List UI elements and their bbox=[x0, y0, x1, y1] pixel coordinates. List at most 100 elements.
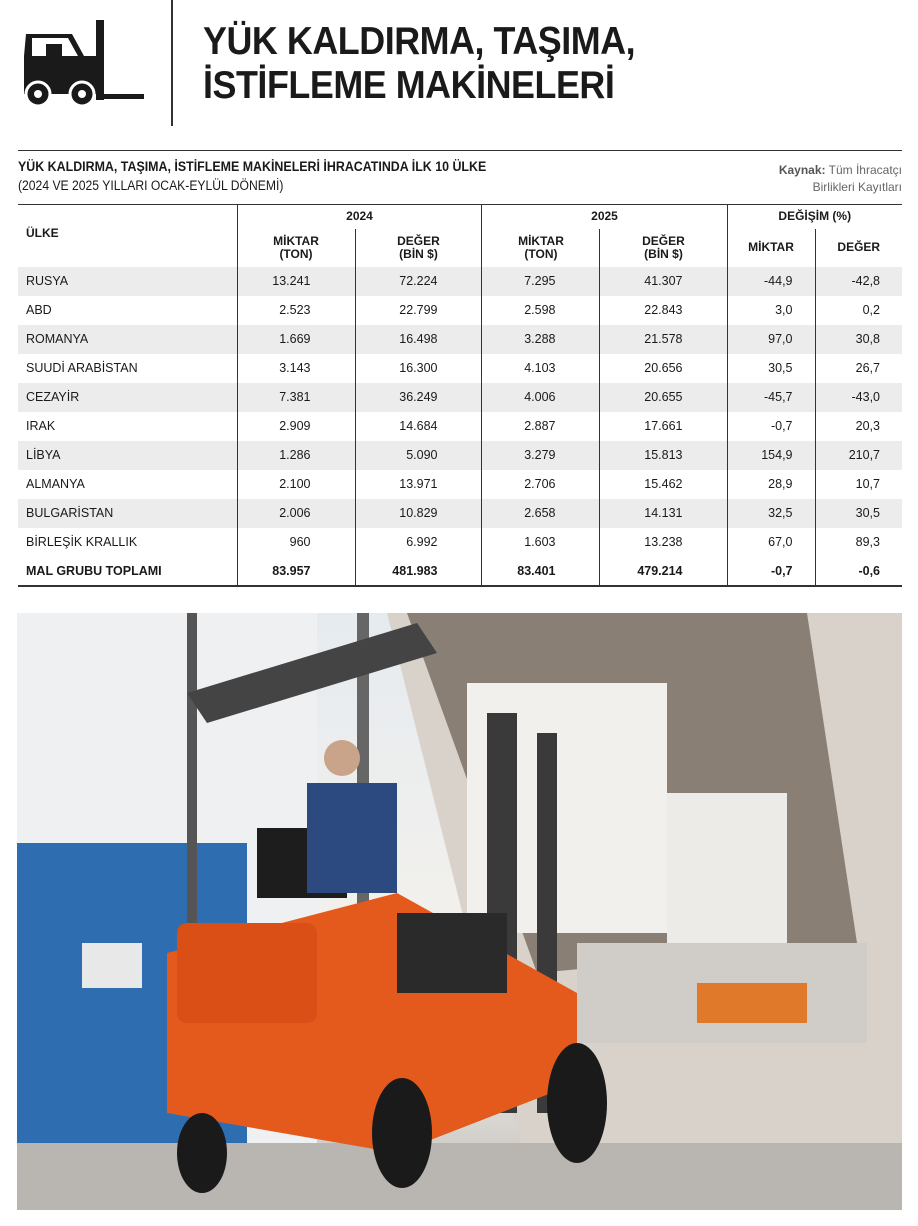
cell-qty-2025: 4.006 bbox=[481, 382, 600, 412]
cell-val-2025: 21.578 bbox=[599, 324, 727, 354]
cell-val-2025: 14.131 bbox=[599, 498, 727, 528]
cell-qty-2025: 1.603 bbox=[481, 527, 600, 557]
cell-country: ABD bbox=[26, 303, 52, 317]
col-2025: 2025 bbox=[481, 204, 727, 229]
cell-chg-val: 210,7 bbox=[814, 440, 902, 470]
cell-qty-2024: 2.523 bbox=[236, 295, 355, 325]
cell-chg-val: -0,6 bbox=[814, 556, 902, 586]
cell-val-2024: 36.249 bbox=[354, 382, 482, 412]
cell-chg-qty: -0,7 bbox=[726, 411, 815, 441]
cell-val-2024: 22.799 bbox=[354, 295, 482, 325]
cell-country: LİBYA bbox=[18, 440, 237, 470]
cell-country: BİRLEŞİK KRALLIK bbox=[26, 535, 138, 549]
title-line-1: YÜK KALDIRMA, TAŞIMA, bbox=[203, 20, 636, 63]
col-2024: 2024 bbox=[236, 204, 482, 229]
cell-chg-val: 26,7 bbox=[814, 353, 902, 383]
cell-country: SUUDİ ARABİSTAN bbox=[26, 361, 138, 375]
forklift-photo bbox=[17, 613, 902, 1210]
cell-val-2025: 17.661 bbox=[599, 411, 727, 441]
cell-val-2024: 16.300 bbox=[354, 353, 482, 383]
cell-qty-2024: 13.241 bbox=[236, 266, 355, 296]
cell-chg-val: 30,8 bbox=[814, 324, 902, 354]
cell-val-2024: 72.224 bbox=[354, 266, 482, 296]
col-qty-2024: MİKTAR (TON) bbox=[236, 228, 355, 267]
cell-qty-2025: 3.279 bbox=[481, 440, 600, 470]
cell-chg-val: 0,2 bbox=[814, 295, 902, 325]
col-chg-val: DEĞER bbox=[814, 228, 902, 267]
cell-country: ALMANYA bbox=[26, 477, 85, 491]
cell-chg-qty: 97,0 bbox=[726, 324, 815, 354]
cell-val-2025: 20.656 bbox=[599, 353, 727, 383]
cell-chg-val: 20,3 bbox=[814, 411, 902, 441]
table-subtitle: (2024 VE 2025 YILLARI OCAK-EYLÜL DÖNEMİ) bbox=[18, 178, 284, 193]
cell-country: MAL GRUBU TOPLAMI bbox=[26, 563, 162, 578]
cell-val-2024: 10.829 bbox=[354, 498, 482, 528]
cell-val-2025: 41.307 bbox=[599, 266, 727, 296]
table-row: ROMANYA 1.669 16.498 3.288 21.578 97,0 30,8 bbox=[18, 324, 902, 354]
col-val-2025: DEĞER (BİN $) bbox=[599, 228, 727, 267]
cell-qty-2024: 3.143 bbox=[236, 353, 355, 383]
cell-chg-qty: 32,5 bbox=[726, 498, 815, 528]
cell-country: ROMANYA bbox=[18, 324, 237, 354]
col-qty-2025: MİKTAR (TON) bbox=[481, 228, 600, 267]
cell-country: CEZAYİR bbox=[18, 382, 237, 412]
source-note: Kaynak: Tüm İhracatçı Birlikleri Kayıtlar… bbox=[779, 162, 902, 196]
forklift-icon bbox=[24, 20, 144, 108]
table-row: ALMANYA 2.100 13.971 2.706 15.462 28,9 10,7 bbox=[18, 469, 902, 499]
source-text: Tüm İhracatçı bbox=[828, 163, 902, 177]
cell-qty-2024: 960 bbox=[236, 527, 355, 557]
divider bbox=[18, 150, 902, 151]
cell-chg-qty: -45,7 bbox=[726, 382, 815, 412]
cell-chg-val: 10,7 bbox=[814, 469, 902, 499]
cell-qty-2024: 2.006 bbox=[236, 498, 355, 528]
cell-chg-qty: 3,0 bbox=[726, 295, 815, 325]
cell-country: RUSYA bbox=[18, 266, 237, 296]
cell-val-2025: 22.843 bbox=[599, 295, 727, 325]
col-val-2024: DEĞER (BİN $) bbox=[354, 228, 482, 267]
cell-val-2024: 16.498 bbox=[354, 324, 482, 354]
export-table: ÜLKE 2024 2025 DEĞİŞİM (%) MİKTAR (TON) D… bbox=[18, 204, 902, 587]
cell-val-2025: 20.655 bbox=[599, 382, 727, 412]
table-row: CEZAYİR 7.381 36.249 4.006 20.655 -45,7 -43,0 bbox=[18, 382, 902, 412]
table-row: ABD 2.523 22.799 2.598 22.843 3,0 0,2 bbox=[18, 295, 902, 325]
cell-qty-2025: 2.887 bbox=[481, 411, 600, 441]
page-title: YÜK KALDIRMA, TAŞIMA, İSTİFLEME MAKİNELER… bbox=[203, 20, 636, 108]
cell-val-2024: 13.971 bbox=[354, 469, 482, 499]
cell-chg-val: 30,5 bbox=[814, 498, 902, 528]
cell-qty-2025: 83.401 bbox=[481, 556, 600, 586]
col-chg-qty: MİKTAR bbox=[726, 228, 815, 267]
cell-qty-2024: 7.381 bbox=[236, 382, 355, 412]
table-row: SUUDİ ARABİSTAN 3.143 16.300 4.103 20.656 30,… bbox=[18, 353, 902, 383]
cell-qty-2025: 7.295 bbox=[481, 266, 600, 296]
col-change: DEĞİŞİM (%) bbox=[726, 204, 902, 229]
table-row: RUSYA 13.241 72.224 7.295 41.307 -44,9 -42,8 bbox=[18, 266, 902, 296]
source-label: Kaynak: bbox=[778, 163, 826, 177]
cell-qty-2025: 2.706 bbox=[481, 469, 600, 499]
table-row: IRAK 2.909 14.684 2.887 17.661 -0,7 20,3 bbox=[18, 411, 902, 441]
cell-country: IRAK bbox=[26, 419, 56, 433]
table-row: BULGARİSTAN 2.006 10.829 2.658 14.131 32,5 30,… bbox=[18, 498, 902, 528]
cell-val-2024: 14.684 bbox=[354, 411, 482, 441]
cell-qty-2025: 4.103 bbox=[481, 353, 600, 383]
title-line-2: İSTİFLEME MAKİNELERİ bbox=[203, 64, 615, 107]
cell-qty-2024: 1.286 bbox=[236, 440, 355, 470]
cell-chg-val: -42,8 bbox=[814, 266, 902, 296]
cell-qty-2025: 2.658 bbox=[481, 498, 600, 528]
source-text: Birlikleri Kayıtları bbox=[812, 180, 902, 194]
total-row: MAL GRUBU TOPLAMI 83.957 481.983 83.401 479.… bbox=[18, 556, 902, 586]
cell-qty-2024: 2.909 bbox=[236, 411, 355, 441]
cell-qty-2025: 3.288 bbox=[481, 324, 600, 354]
table-title: YÜK KALDIRMA, TAŞIMA, İSTİFLEME MAKİNELE… bbox=[18, 159, 487, 174]
cell-chg-qty: -0,7 bbox=[726, 556, 815, 586]
cell-qty-2024: 2.100 bbox=[236, 469, 355, 499]
divider bbox=[171, 0, 173, 126]
cell-val-2025: 15.462 bbox=[599, 469, 727, 499]
table-row: BİRLEŞİK KRALLIK 960 6.992 1.603 13.238 67,0 8… bbox=[18, 527, 902, 557]
cell-val-2025: 479.214 bbox=[599, 556, 727, 586]
table-row: LİBYA 1.286 5.090 3.279 15.813 154,9 210,7 bbox=[18, 440, 902, 470]
cell-chg-qty: 28,9 bbox=[726, 469, 815, 499]
cell-val-2024: 481.983 bbox=[354, 556, 482, 586]
cell-val-2024: 6.992 bbox=[354, 527, 482, 557]
cell-chg-qty: 154,9 bbox=[726, 440, 815, 470]
cell-chg-qty: 30,5 bbox=[726, 353, 815, 383]
